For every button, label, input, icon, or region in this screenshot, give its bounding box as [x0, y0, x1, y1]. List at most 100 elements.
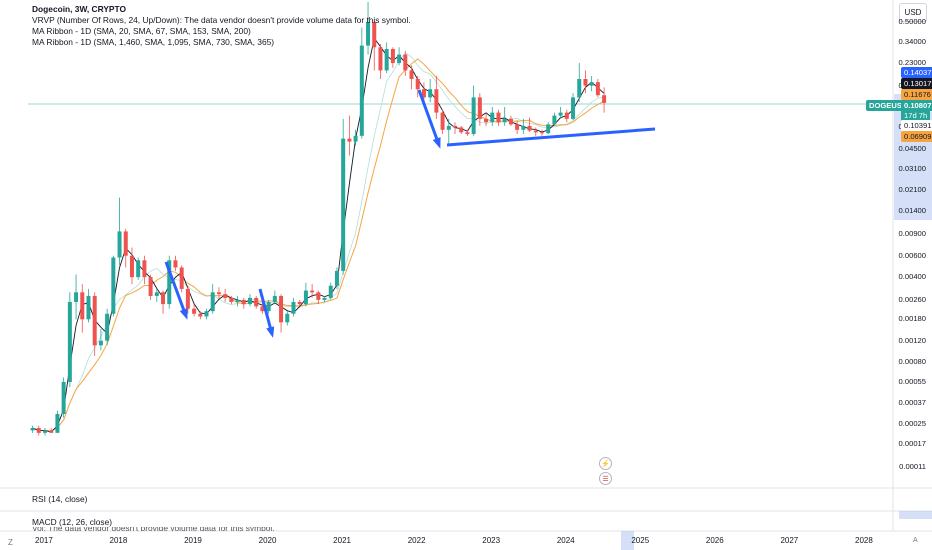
candle-body: [80, 292, 85, 320]
candle-body: [527, 125, 532, 131]
candle-body: [223, 294, 228, 298]
price-axis-label: 0.00017: [898, 438, 926, 448]
candle-body: [508, 118, 513, 125]
price-axis-label: 0.00900: [898, 229, 926, 239]
candle-body: [86, 295, 91, 320]
candle-body: [185, 288, 190, 309]
price-axis-label: 0.50000: [898, 17, 926, 26]
last-price-tag: 0.10807: [901, 100, 932, 111]
time-axis-label: 2018: [109, 536, 128, 545]
candle-body: [328, 285, 333, 298]
candles-group: [30, 2, 607, 436]
candle-body: [291, 301, 296, 314]
candle-body: [334, 270, 339, 286]
candle-body: [229, 297, 234, 302]
candle-body: [602, 95, 607, 103]
candle-body: [546, 124, 551, 134]
candle-body: [539, 132, 544, 134]
price-axis-label: 0.23000: [898, 58, 926, 68]
candle-body: [30, 428, 35, 431]
candle-body: [583, 79, 588, 86]
candle-body: [154, 292, 159, 296]
price-axis-label: 0.00600: [898, 250, 926, 260]
candle-body: [366, 22, 371, 46]
candle-body: [98, 340, 103, 346]
time-axis-label: 2026: [705, 536, 724, 545]
down-arrow-annotation-head: [432, 137, 441, 149]
down-arrow-annotation: [164, 261, 188, 317]
legend-vrvp[interactable]: VRVP (Number Of Rows, 24, Up/Down): The …: [32, 15, 411, 25]
candle-body: [123, 231, 128, 256]
auto-scale-icon[interactable]: A: [913, 537, 918, 544]
macd-label[interactable]: MACD (12, 26, close): [32, 517, 113, 527]
time-scale-highlight: [621, 531, 634, 550]
candle-body: [216, 292, 221, 295]
candle-body: [577, 79, 582, 98]
candle-body: [459, 127, 464, 133]
candle-body: [260, 306, 265, 312]
time-axis-label: 2020: [258, 536, 277, 545]
candle-body: [210, 292, 215, 312]
time-axis-label: 2027: [780, 536, 799, 545]
candle-body: [415, 79, 420, 90]
price-tag-ma3: 0.11676: [901, 89, 932, 100]
price-axis-label: 0.00400: [898, 272, 926, 282]
price-axis-label: 0.02100: [898, 184, 926, 194]
time-axis-label: 2023: [482, 536, 501, 545]
candle-body: [322, 297, 327, 300]
price-tag-ma2: 0.13017: [901, 78, 932, 89]
price-axis-label: 0.00120: [898, 335, 926, 345]
candle-body: [36, 428, 41, 433]
candle-body: [310, 290, 315, 293]
candle-body: [198, 313, 203, 317]
candle-body: [105, 313, 110, 341]
candle-body: [595, 82, 600, 96]
price-tag-ma1: 0.14037: [901, 67, 932, 78]
candle-body: [173, 260, 178, 268]
candle-body: [43, 430, 47, 433]
candle-body: [428, 89, 433, 98]
price-axis-label: 0.00025: [898, 418, 926, 428]
candle-body: [272, 295, 277, 302]
vol-label[interactable]: Vol: The data vendor doesn't provide vol…: [32, 527, 275, 531]
candle-body: [564, 112, 569, 119]
candle-body: [49, 430, 54, 433]
price-tag-ma4: 0.10391: [901, 120, 932, 131]
price-axis-label: 0.00055: [898, 376, 926, 386]
time-axis-label: 2019: [184, 536, 202, 545]
candle-body: [148, 277, 153, 296]
us-flag-icon[interactable]: ☰: [599, 472, 612, 485]
down-arrow-annotation: [258, 288, 274, 335]
candle-body: [241, 299, 246, 305]
legend-ma-ribbon-1[interactable]: MA Ribbon - 1D (SMA, 20, SMA, 67, SMA, 1…: [32, 26, 251, 36]
candle-body: [465, 132, 470, 135]
candle-body: [403, 54, 408, 71]
candle-body: [92, 295, 97, 346]
legend-ma-ribbon-2[interactable]: MA Ribbon - 1D (SMA, 1,460, SMA, 1,095, …: [32, 37, 275, 47]
lightning-icon[interactable]: ⚡: [599, 457, 612, 470]
price-axis-label: 0.00260: [898, 294, 926, 304]
candle-body: [409, 70, 414, 80]
price-axis-label: 0.04500: [898, 144, 926, 154]
candle-body: [552, 115, 557, 125]
candle-body: [136, 260, 141, 278]
candle-body: [515, 124, 520, 130]
candle-body: [471, 97, 476, 135]
timezone-icon[interactable]: Z: [8, 538, 13, 547]
currency-button[interactable]: USD: [899, 3, 927, 22]
candle-body: [67, 301, 72, 382]
chart-legend: Dogecoin, 3W, CRYPTO VRVP (Number Of Row…: [32, 4, 411, 48]
candle-body: [316, 292, 321, 300]
candle-body: [192, 308, 197, 314]
candle-body: [359, 45, 364, 136]
legend-title[interactable]: Dogecoin, 3W, CRYPTO: [32, 4, 126, 14]
candle-body: [558, 112, 563, 116]
candle-body: [61, 381, 66, 414]
candle-body: [421, 89, 426, 98]
candle-body: [111, 257, 116, 314]
symbol-tag: DOGEUSD: [866, 100, 911, 111]
rsi-label[interactable]: RSI (14, close): [32, 494, 88, 504]
candle-body: [74, 292, 79, 302]
candle-body: [502, 118, 507, 123]
